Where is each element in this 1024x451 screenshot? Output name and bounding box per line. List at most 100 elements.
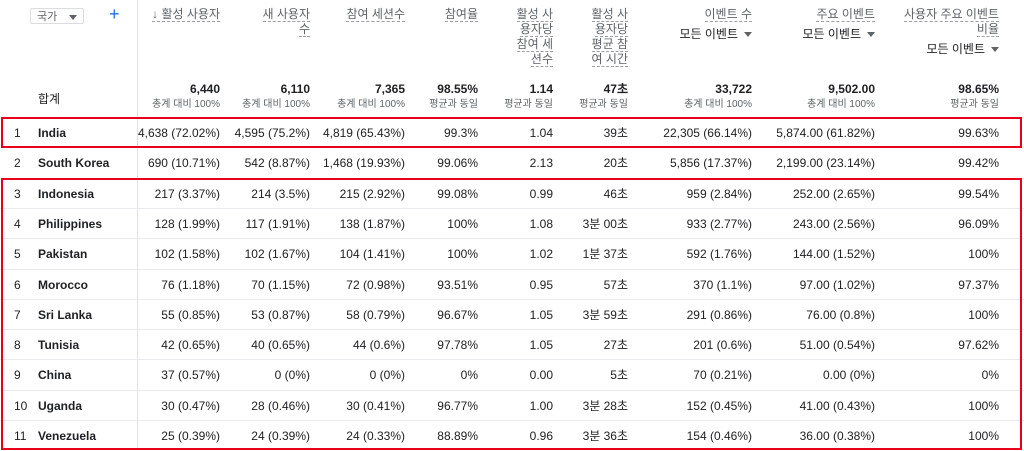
table-row[interactable]: 2 South Korea 690 (10.71%) 542 (8.87%) 1,468… bbox=[0, 147, 1024, 178]
cell-active_users: 102 (1.58%) bbox=[154, 247, 220, 262]
cell-user_key_event_rate: 100% bbox=[968, 429, 999, 443]
row-index: 11 bbox=[14, 429, 27, 443]
cell-active_users: 37 (0.57%) bbox=[161, 368, 220, 383]
table-row[interactable]: 9 China 37 (0.57%) 0 (0%) 0 (0%) 0% 0.00 5초 70 (… bbox=[0, 359, 1024, 390]
column-header-line: 이벤트 수 bbox=[704, 7, 752, 22]
cell-event_count: 370 (1.1%) bbox=[693, 277, 752, 292]
country-name[interactable]: Sri Lanka bbox=[38, 307, 93, 322]
country-name[interactable]: Uganda bbox=[38, 398, 83, 413]
table-row[interactable]: 4 Philippines 128 (1.99%) 117 (1.91%) 138 (1… bbox=[0, 207, 1024, 239]
row-index: 9 bbox=[14, 368, 21, 383]
event-filter-dropdown[interactable]: 모든 이벤트 bbox=[765, 25, 875, 42]
cell-user_key_event_rate: 100% bbox=[968, 398, 999, 413]
cell-key_events: 41.00 (0.43%) bbox=[799, 398, 875, 413]
column-header-line: 비율 bbox=[976, 22, 999, 37]
total-note: 평균과 동일 bbox=[504, 99, 553, 110]
cell-engagement_rate: 100% bbox=[447, 247, 478, 262]
column-header-engagement_rate[interactable]: 참여율 bbox=[408, 7, 478, 22]
total-note: 평균과 동일 bbox=[950, 99, 999, 110]
cell-engaged_sessions_per_user: 1.05 bbox=[529, 307, 553, 322]
total-engagement_rate: 98.55% 평균과 동일 bbox=[408, 82, 478, 112]
table-row[interactable]: 6 Morocco 76 (1.18%) 70 (1.15%) 72 (0.98%) 93… bbox=[0, 268, 1024, 300]
event-filter-label: 모든 이벤트 bbox=[802, 27, 861, 41]
column-header-line: 활성 사 bbox=[516, 7, 553, 22]
country-name[interactable]: India bbox=[38, 126, 67, 140]
dimension-dropdown[interactable]: 국가 bbox=[30, 8, 84, 24]
total-note: 총계 대비 100% bbox=[152, 99, 220, 110]
cell-engaged_sessions_per_user: 0.99 bbox=[529, 186, 553, 201]
row-index: 7 bbox=[14, 307, 21, 322]
country-name[interactable]: Venezuela bbox=[38, 429, 97, 443]
event-filter-dropdown[interactable]: 모든 이벤트 bbox=[879, 40, 999, 57]
total-value: 7,365 bbox=[374, 82, 405, 96]
cell-engaged_sessions_per_user: 1.08 bbox=[529, 216, 553, 231]
cell-avg_engagement_time: 5초 bbox=[610, 368, 628, 383]
cell-avg_engagement_time: 3분 28초 bbox=[582, 398, 628, 413]
table-row[interactable]: 7 Sri Lanka 55 (0.85%) 53 (0.87%) 58 (0.79%)… bbox=[0, 298, 1024, 330]
row-index: 5 bbox=[14, 247, 21, 262]
table-row[interactable]: 11 Venezuela 25 (0.39%) 24 (0.39%) 24 (0.33%… bbox=[0, 420, 1024, 451]
column-header-engaged_sessions_per_user[interactable]: 활성 사 용자당 참여 세 션수 bbox=[483, 7, 553, 67]
cell-engaged_sessions: 4,819 (65.43%) bbox=[322, 126, 405, 140]
cell-new_users: 24 (0.39%) bbox=[251, 429, 310, 443]
cell-avg_engagement_time: 20초 bbox=[603, 156, 628, 171]
column-header-line: 새 사용자 bbox=[262, 7, 310, 22]
cell-key_events: 243.00 (2.56%) bbox=[792, 216, 875, 231]
total-value: 98.55% bbox=[437, 82, 478, 96]
cell-engagement_rate: 96.77% bbox=[437, 398, 478, 413]
column-header-new_users[interactable]: 새 사용자 수 bbox=[230, 7, 310, 37]
cell-new_users: 53 (0.87%) bbox=[251, 307, 310, 322]
cell-engagement_rate: 97.78% bbox=[437, 338, 478, 353]
cell-user_key_event_rate: 97.37% bbox=[958, 277, 999, 292]
cell-engaged_sessions: 104 (1.41%) bbox=[339, 247, 405, 262]
country-name[interactable]: Morocco bbox=[38, 277, 89, 292]
cell-engaged_sessions_per_user: 1.04 bbox=[529, 126, 553, 140]
cell-engaged_sessions: 1,468 (19.93%) bbox=[322, 156, 405, 171]
column-header-line: 평균 참 bbox=[591, 37, 628, 52]
country-name[interactable]: Pakistan bbox=[38, 247, 88, 262]
cell-engagement_rate: 96.67% bbox=[437, 307, 478, 322]
cell-active_users: 128 (1.99%) bbox=[154, 216, 220, 231]
cell-event_count: 70 (0.21%) bbox=[693, 368, 752, 383]
cell-event_count: 201 (0.6%) bbox=[693, 338, 752, 353]
cell-engaged_sessions: 58 (0.79%) bbox=[346, 307, 405, 322]
country-name[interactable]: Philippines bbox=[38, 216, 103, 231]
column-header-line: 여 시간 bbox=[591, 52, 628, 67]
table-row[interactable]: 8 Tunisia 42 (0.65%) 40 (0.65%) 44 (0.6%) 97.… bbox=[0, 329, 1024, 360]
table-row[interactable]: 10 Uganda 30 (0.47%) 28 (0.46%) 30 (0.41%) 96… bbox=[0, 389, 1024, 421]
cell-event_count: 959 (2.84%) bbox=[686, 186, 752, 201]
country-name[interactable]: Indonesia bbox=[38, 186, 95, 201]
total-note: 총계 대비 100% bbox=[807, 99, 875, 110]
column-header-user_key_event_rate[interactable]: 사용자 주요 이벤트 비율 모든 이벤트 bbox=[879, 7, 999, 57]
column-header-line: 수 bbox=[298, 22, 310, 37]
column-header-active_users[interactable]: ↓ 활성 사용자 bbox=[140, 7, 220, 22]
cell-engagement_rate: 99.06% bbox=[437, 156, 478, 171]
total-note: 총계 대비 100% bbox=[242, 99, 310, 110]
chevron-down-icon bbox=[991, 47, 999, 53]
cell-engaged_sessions: 30 (0.41%) bbox=[346, 398, 405, 413]
table-row[interactable]: 5 Pakistan 102 (1.58%) 102 (1.67%) 104 (1.41… bbox=[0, 238, 1024, 269]
add-dimension-icon[interactable]: + bbox=[109, 4, 120, 24]
column-header-engaged_sessions[interactable]: 참여 세션수 bbox=[315, 7, 405, 22]
total-new_users: 6,110 총계 대비 100% bbox=[230, 82, 310, 112]
total-note: 총계 대비 100% bbox=[337, 99, 405, 110]
cell-new_users: 40 (0.65%) bbox=[251, 338, 310, 353]
total-value: 9,502.00 bbox=[828, 82, 875, 96]
country-name[interactable]: South Korea bbox=[38, 156, 110, 171]
cell-engagement_rate: 99.08% bbox=[437, 186, 478, 201]
row-index: 8 bbox=[14, 338, 21, 353]
cell-key_events: 5,874.00 (61.82%) bbox=[776, 126, 875, 140]
column-header-line: 션수 bbox=[530, 52, 553, 67]
cell-key_events: 97.00 (1.02%) bbox=[799, 277, 875, 292]
country-name[interactable]: China bbox=[38, 368, 72, 383]
event-filter-dropdown[interactable]: 모든 이벤트 bbox=[642, 25, 752, 42]
cell-user_key_event_rate: 96.09% bbox=[958, 216, 999, 231]
total-value: 6,110 bbox=[280, 82, 310, 96]
row-index: 1 bbox=[14, 126, 21, 140]
column-header-key_events[interactable]: 주요 이벤트 모든 이벤트 bbox=[765, 7, 875, 42]
cell-engaged_sessions_per_user: 1.05 bbox=[529, 338, 553, 353]
highlight-box-india bbox=[1, 117, 1022, 148]
country-name[interactable]: Tunisia bbox=[38, 338, 80, 353]
